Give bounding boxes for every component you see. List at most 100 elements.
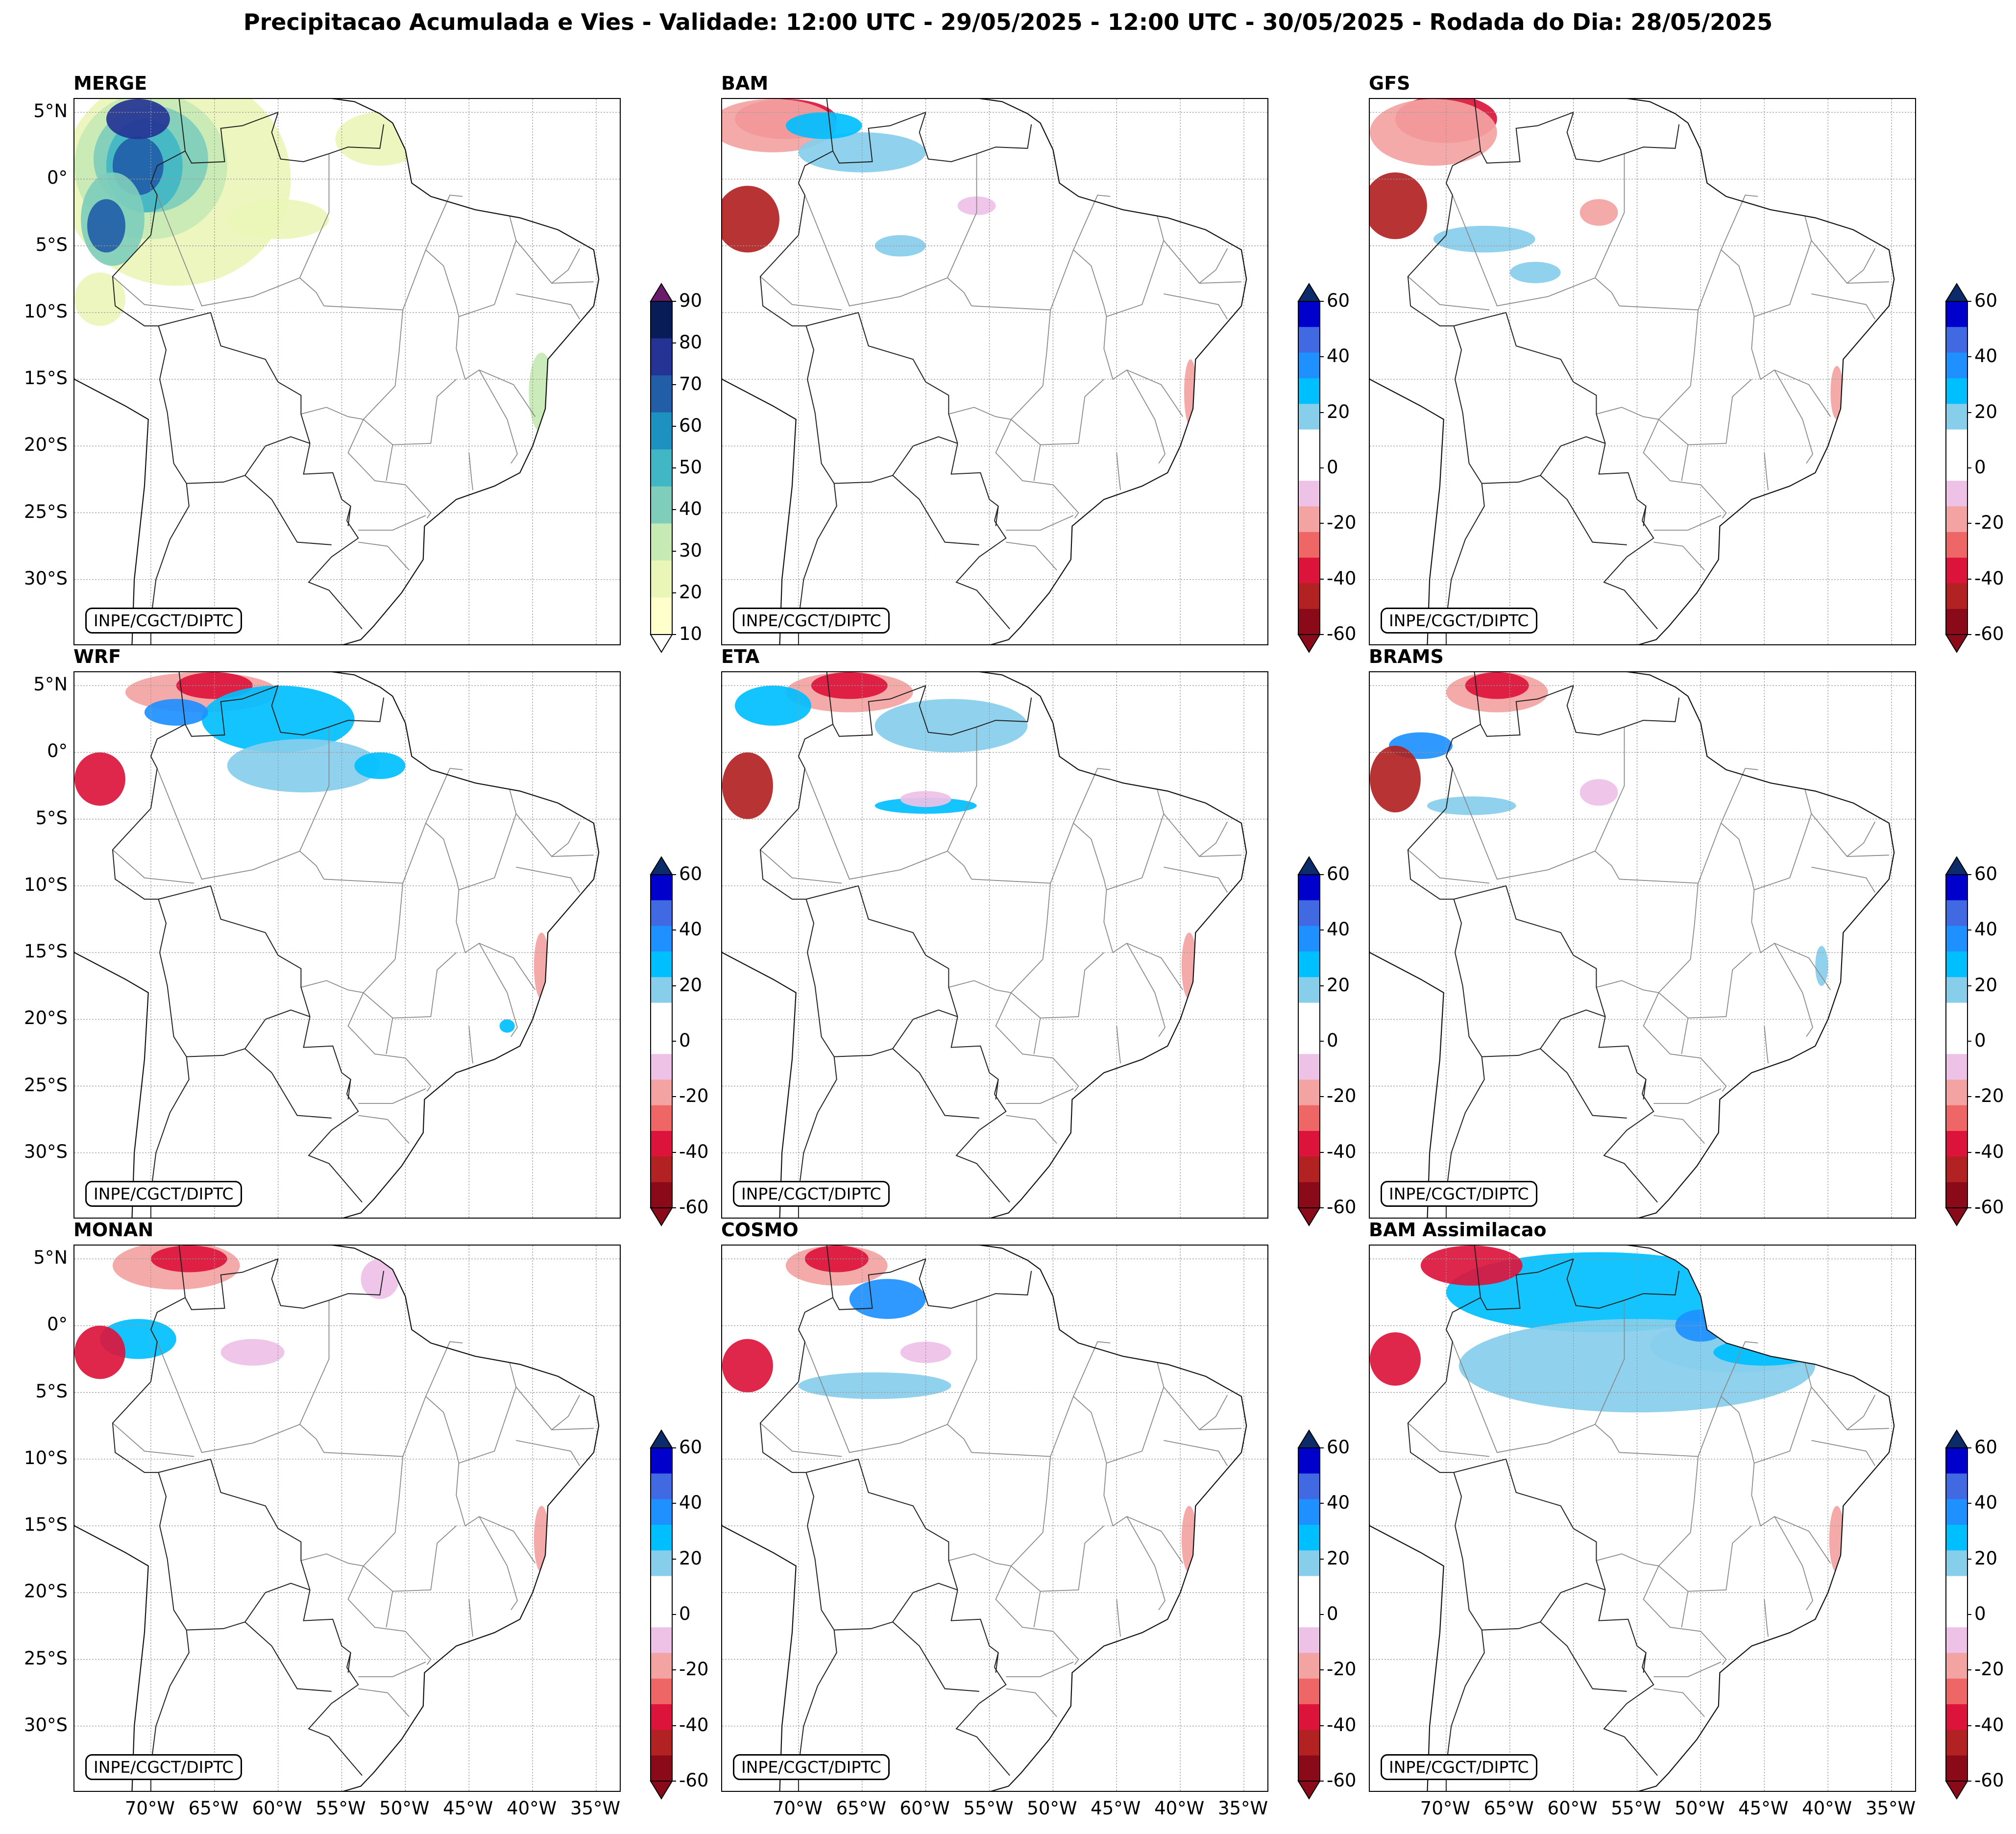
state-border xyxy=(804,195,972,307)
map-canvas xyxy=(1370,99,1915,644)
colorbar-tick xyxy=(1967,523,1971,524)
country-border xyxy=(759,808,806,900)
colorbar-tick-label: 80 xyxy=(679,332,703,353)
state-border xyxy=(1116,452,1121,490)
country-border xyxy=(798,724,833,809)
colorbar-segment xyxy=(651,1131,672,1157)
state-border xyxy=(1594,153,1625,278)
colorbar-tick-label: 20 xyxy=(1974,1547,1998,1569)
state-border xyxy=(1653,1088,1722,1104)
country-border xyxy=(112,235,159,327)
state-border xyxy=(301,407,364,420)
colorbar-tick-label: 60 xyxy=(1974,290,1998,311)
credit-label: INPE/CGCT/DIPTC xyxy=(733,608,890,634)
state-border xyxy=(995,1565,1079,1665)
state-border xyxy=(358,541,410,571)
state-border xyxy=(358,1088,426,1104)
state-border xyxy=(1594,727,1625,852)
colorbar-segment xyxy=(651,1054,672,1080)
lat-tick-label: 10°S xyxy=(24,874,68,895)
state-border xyxy=(1164,293,1228,319)
country-border xyxy=(1454,885,1606,1017)
lon-tick-label: 35°W xyxy=(1217,1798,1268,1819)
credit-label: INPE/CGCT/DIPTC xyxy=(733,1181,890,1207)
country-border xyxy=(308,1667,363,1776)
colorbar-segment xyxy=(1946,1105,1967,1131)
colorbar-segment xyxy=(1298,1182,1320,1208)
colorbar-segment xyxy=(651,523,672,561)
colorbar-tick-label: -40 xyxy=(1974,567,2004,589)
colorbar-tick-label: 0 xyxy=(679,1603,691,1624)
state-border xyxy=(1106,789,1165,890)
country-border xyxy=(158,899,187,1057)
country-border xyxy=(1474,672,1481,725)
lon-tick-label: 70°W xyxy=(1420,1798,1470,1819)
state-border xyxy=(479,369,518,464)
colorbar-segment xyxy=(651,1156,672,1183)
state-border xyxy=(479,943,518,1037)
state-border xyxy=(358,1688,410,1717)
colorbar-tick xyxy=(1320,578,1324,580)
state-border xyxy=(760,849,842,884)
colorbar-tick-label: 90 xyxy=(679,290,703,311)
field-blob xyxy=(874,235,926,257)
country-border xyxy=(1540,1621,1627,1692)
credit-label: INPE/CGCT/DIPTC xyxy=(1381,608,1537,634)
state-border xyxy=(552,855,594,857)
colorbar-segment xyxy=(1946,951,1967,978)
state-border xyxy=(347,1565,432,1665)
colorbar-segment xyxy=(1298,558,1320,584)
country-border xyxy=(158,885,311,1017)
coastline xyxy=(722,1246,1247,1791)
state-border xyxy=(358,1662,426,1677)
colorbar-tick-label: 60 xyxy=(679,863,703,884)
colorbar-tick xyxy=(1320,1725,1324,1726)
field-blob xyxy=(804,1246,869,1272)
state-border xyxy=(425,1341,463,1397)
colorbar-tick xyxy=(1967,1041,1971,1042)
country-border xyxy=(805,325,835,484)
state-border xyxy=(1050,1395,1107,1464)
map-wrf: INPE/CGCT/DIPTC xyxy=(73,671,621,1219)
colorbar-tick xyxy=(672,1503,676,1504)
country-border xyxy=(1598,443,1647,521)
colorbar-segment xyxy=(1298,481,1320,507)
colorbar-tick xyxy=(1320,1503,1324,1504)
colorbar-tick xyxy=(672,509,676,510)
state-border xyxy=(1764,452,1769,490)
country-border xyxy=(1598,1016,1647,1095)
colorbar-segment xyxy=(651,1524,672,1551)
colorbar-eta xyxy=(1297,856,1321,1226)
state-border xyxy=(972,305,1051,386)
country-border xyxy=(1643,1652,1647,1673)
country-border xyxy=(950,1589,999,1668)
colorbar-tick xyxy=(1320,634,1324,635)
state-border xyxy=(1199,281,1241,284)
colorbar-tick xyxy=(1967,1096,1971,1098)
country-border xyxy=(1474,99,1481,151)
colorbar-segment xyxy=(1946,583,1967,610)
state-border xyxy=(972,879,1051,959)
colorbar-tick-label: 10 xyxy=(679,623,703,644)
state-border xyxy=(972,1452,1051,1533)
colorbar-tick-label: -20 xyxy=(1974,1659,2004,1680)
colorbar-tick-label: 50 xyxy=(679,457,703,478)
map-canvas xyxy=(74,672,620,1218)
country-border xyxy=(150,150,186,236)
state-border xyxy=(1681,1018,1689,1054)
country-border xyxy=(347,1079,351,1100)
colorbar-segment xyxy=(651,1755,672,1782)
state-border xyxy=(1751,1463,1831,1564)
country-border xyxy=(308,520,363,630)
colorbar-tick xyxy=(1320,874,1324,875)
colorbar-tick xyxy=(1320,523,1324,524)
colorbar-segment xyxy=(651,1473,672,1500)
colorbar-segment xyxy=(651,597,672,635)
country-border xyxy=(303,1016,351,1095)
country-border xyxy=(1453,899,1482,1057)
country-border xyxy=(1407,808,1454,900)
coastline xyxy=(722,99,1247,644)
colorbar-segment xyxy=(1298,1730,1320,1756)
state-border xyxy=(804,1341,972,1453)
colorbar-monan xyxy=(650,1429,673,1800)
